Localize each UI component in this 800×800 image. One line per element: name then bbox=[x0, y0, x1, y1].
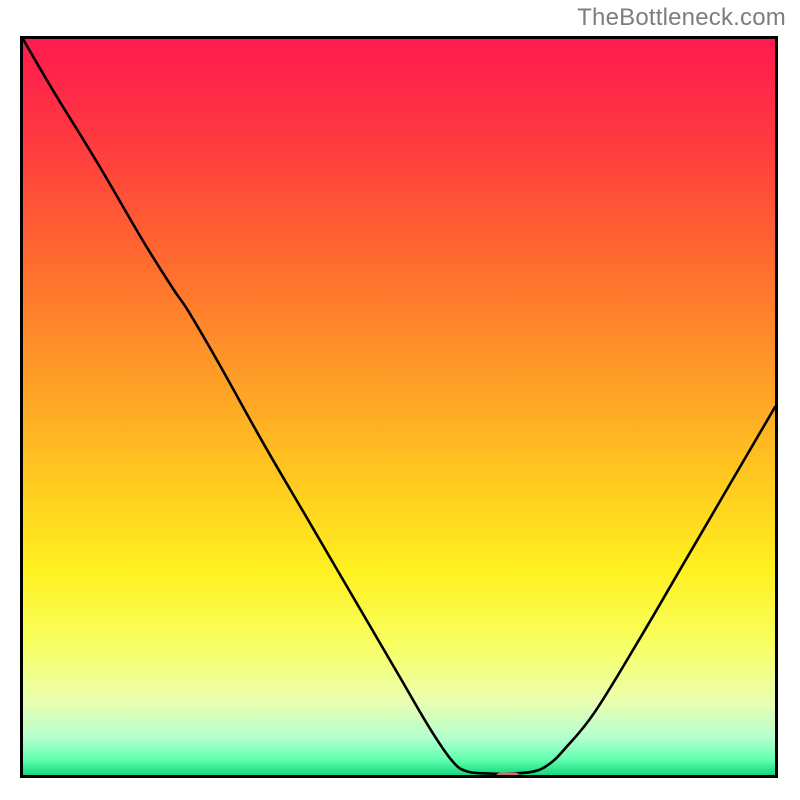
bottleneck-curve bbox=[23, 39, 775, 775]
optimum-marker bbox=[495, 772, 521, 778]
watermark-text: TheBottleneck.com bbox=[577, 4, 786, 32]
plot-frame bbox=[20, 36, 778, 778]
